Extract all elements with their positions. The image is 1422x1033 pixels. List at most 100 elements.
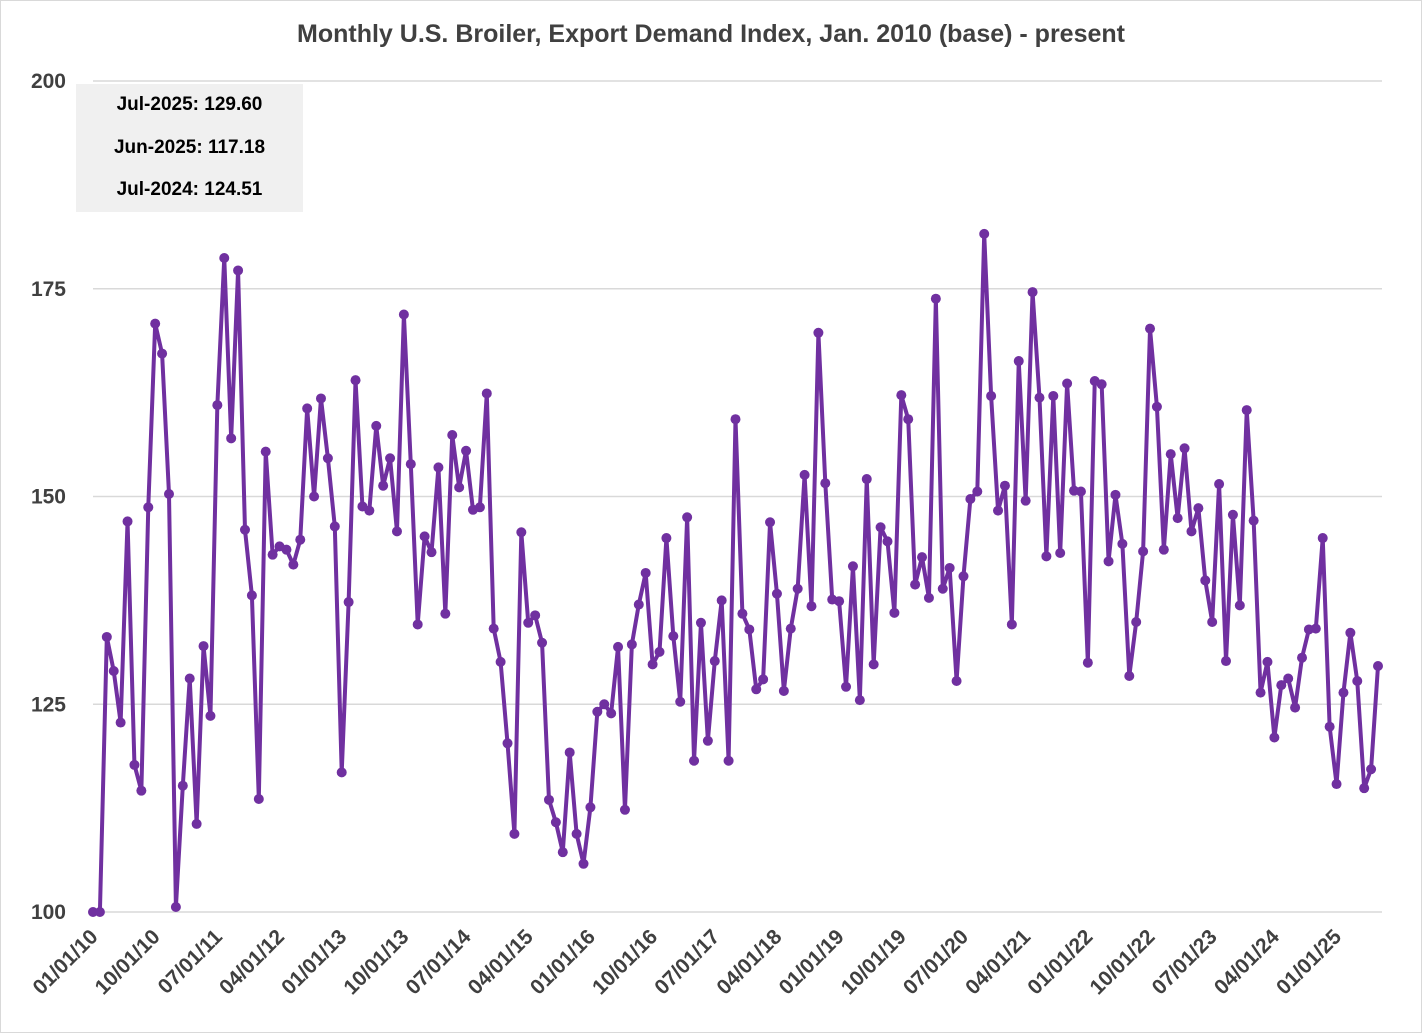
data-point <box>723 755 734 766</box>
data-point <box>1345 627 1356 638</box>
data-point <box>433 462 444 473</box>
data-point <box>115 717 126 728</box>
data-point <box>315 393 326 404</box>
data-point <box>689 755 700 766</box>
data-point <box>1352 675 1363 686</box>
data-point <box>350 375 361 386</box>
data-point <box>944 562 955 573</box>
data-point <box>385 453 396 464</box>
data-point <box>260 446 271 457</box>
x-tick-label: 01/01/19 <box>775 925 849 999</box>
callout-label: Jul-2025: <box>116 94 199 115</box>
data-point <box>771 588 782 599</box>
data-point <box>958 571 969 582</box>
data-point <box>1117 538 1128 549</box>
data-point <box>1248 515 1259 526</box>
x-tick-label: 01/01/13 <box>277 925 351 999</box>
x-tick-label: 01/01/16 <box>526 925 600 999</box>
data-point <box>993 505 1004 516</box>
data-point <box>239 524 250 535</box>
data-point <box>647 659 658 670</box>
data-point <box>682 512 693 523</box>
series-group <box>88 228 1383 917</box>
data-point <box>281 544 292 555</box>
data-point <box>854 695 865 706</box>
data-point <box>633 599 644 610</box>
data-point <box>675 696 686 707</box>
data-point <box>875 522 886 533</box>
data-point <box>502 738 513 749</box>
data-point <box>412 619 423 630</box>
data-point <box>426 547 437 558</box>
data-point <box>150 318 161 329</box>
x-tick-label: 07/01/23 <box>1148 925 1222 999</box>
data-point <box>1082 657 1093 668</box>
data-point <box>371 420 382 431</box>
data-point <box>1276 680 1287 691</box>
callout-row-prior-month: Jun-2025: 117.18 <box>76 137 303 159</box>
data-point <box>1165 449 1176 460</box>
data-point <box>205 710 216 721</box>
data-point <box>1096 379 1107 390</box>
data-point <box>170 902 181 913</box>
x-tick-label: 04/01/21 <box>961 925 1035 999</box>
data-point <box>1331 779 1342 790</box>
data-point <box>88 907 98 917</box>
data-point <box>322 453 333 464</box>
data-point <box>1062 378 1073 389</box>
summary-callout: Jul-2025: 129.60 Jun-2025: 117.18 Jul-20… <box>76 84 303 212</box>
data-point <box>440 608 451 619</box>
data-point <box>454 482 465 493</box>
data-point <box>1207 616 1218 627</box>
data-point <box>447 430 458 441</box>
data-point <box>474 502 485 513</box>
data-point <box>329 521 340 532</box>
data-point <box>1172 513 1183 524</box>
data-point <box>1373 661 1383 672</box>
data-point <box>882 536 893 547</box>
data-point <box>937 583 948 594</box>
data-point <box>765 517 776 528</box>
data-point <box>1200 575 1211 586</box>
data-point <box>744 624 755 635</box>
data-point <box>1366 764 1377 775</box>
data-point <box>758 674 769 685</box>
data-point <box>972 486 983 497</box>
data-point <box>405 459 416 470</box>
data-point <box>157 348 168 359</box>
data-point <box>965 493 976 504</box>
data-point <box>1124 671 1135 681</box>
data-point <box>986 390 997 401</box>
data-point <box>198 641 209 652</box>
data-point <box>143 502 154 513</box>
data-point <box>716 595 727 606</box>
series-line <box>93 231 1380 914</box>
data-point <box>523 617 534 628</box>
x-tick-label: 10/01/10 <box>91 925 165 999</box>
data-point <box>606 708 617 719</box>
data-point <box>1310 623 1321 634</box>
data-point <box>1131 616 1142 627</box>
data-point <box>488 623 499 634</box>
data-point <box>613 641 624 652</box>
data-point <box>212 400 223 411</box>
data-point <box>253 793 264 804</box>
callout-value: 124.51 <box>204 179 263 200</box>
data-point <box>461 445 472 456</box>
data-point <box>302 403 313 414</box>
data-point <box>923 592 934 603</box>
data-point <box>910 579 921 590</box>
data-point <box>979 228 990 239</box>
data-point <box>391 526 402 537</box>
data-point <box>226 433 237 444</box>
x-tick-label: 10/01/19 <box>837 925 911 999</box>
data-point <box>640 567 651 578</box>
data-point <box>903 414 914 425</box>
data-point <box>233 265 244 276</box>
x-tick-label: 01/01/25 <box>1272 925 1346 999</box>
data-point <box>1214 479 1225 490</box>
callout-value: 129.60 <box>204 94 263 115</box>
x-tick-label: 10/01/16 <box>588 925 662 999</box>
data-point <box>219 253 230 263</box>
